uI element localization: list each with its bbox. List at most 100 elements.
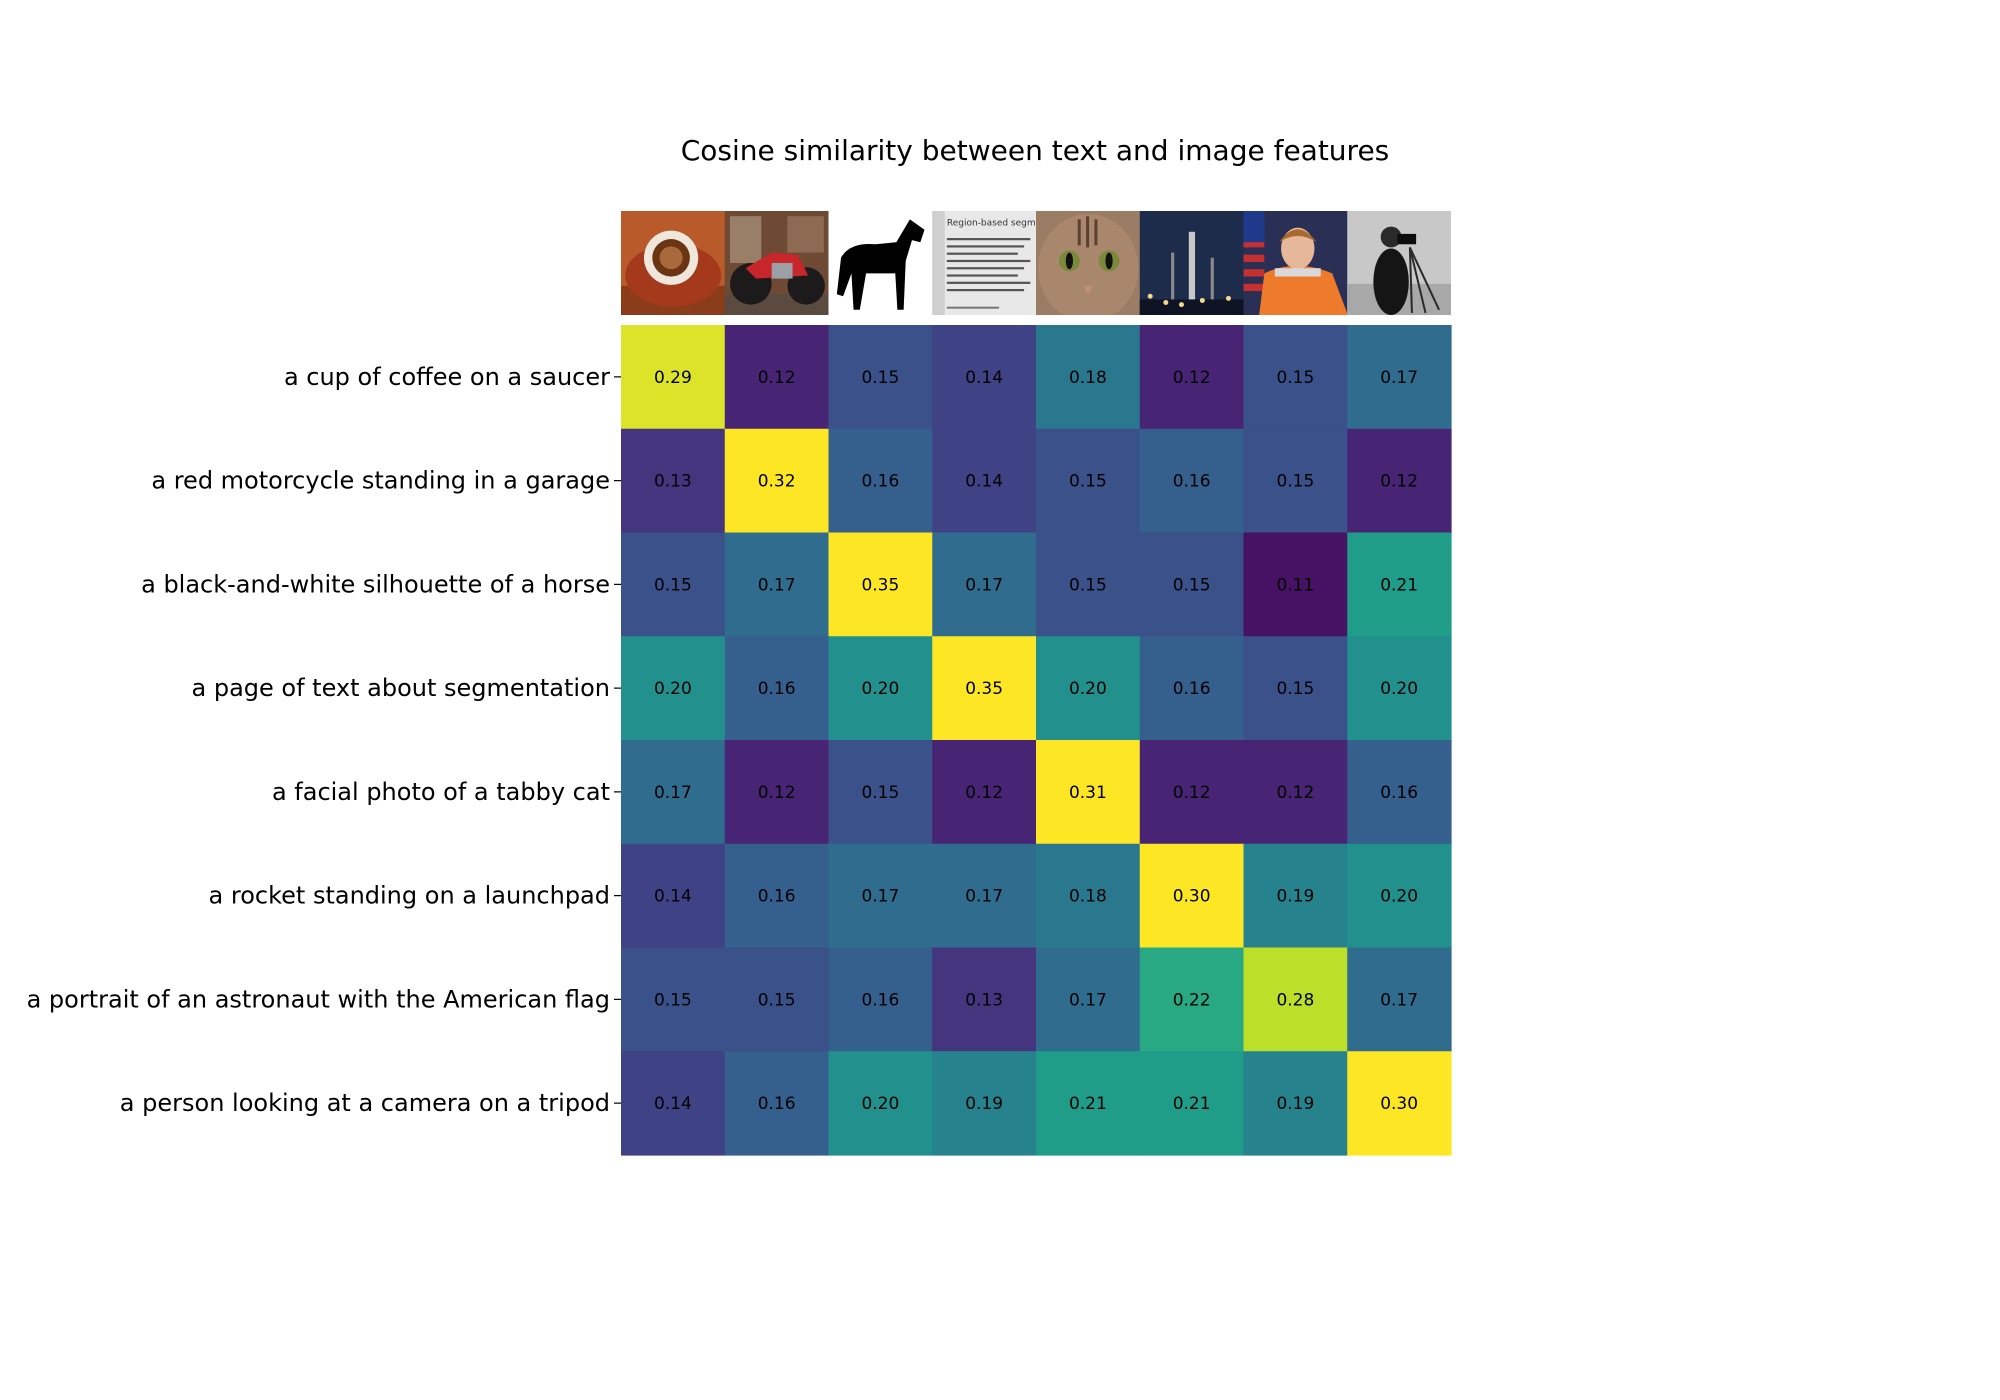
cell-color — [1139, 843, 1245, 949]
heatmap-cell: 0.21 — [1139, 1051, 1245, 1156]
cell-value-label: 0.12 — [1173, 783, 1211, 803]
cell-color — [724, 947, 830, 1052]
heatmap-cell: 0.17 — [1036, 947, 1141, 1052]
heatmap-cell: 0.18 — [1036, 843, 1141, 949]
cell-value-label: 0.16 — [1173, 472, 1211, 492]
cell-color — [1036, 636, 1141, 741]
cell-color — [724, 325, 830, 430]
cell-color — [1347, 1051, 1452, 1156]
column-image-strip: Region-based segmentation — [621, 211, 1451, 315]
heatmap-cell: 0.19 — [932, 1051, 1037, 1156]
heatmap-cell: 0.21 — [1347, 532, 1452, 637]
cell-value-label: 0.17 — [965, 887, 1003, 907]
cell-value-label: 0.15 — [1069, 575, 1107, 595]
cell-color — [1036, 532, 1141, 637]
cell-value-label: 0.16 — [758, 1094, 796, 1114]
heatmap-cell: 0.17 — [1347, 947, 1452, 1052]
chart-title: Cosine similarity between text and image… — [681, 134, 1390, 167]
heatmap-cell: 0.12 — [1139, 325, 1245, 430]
cell-color — [621, 636, 726, 741]
cell-value-label: 0.35 — [861, 575, 899, 595]
cell-color — [828, 532, 933, 637]
cell-color — [828, 325, 933, 430]
cell-color — [1036, 1051, 1141, 1156]
heatmap-cell: 0.12 — [932, 740, 1037, 845]
cell-color — [1139, 636, 1245, 741]
cell-color — [1036, 325, 1141, 430]
cell-value-label: 0.19 — [965, 1094, 1003, 1114]
cell-color — [1243, 947, 1348, 1052]
cell-value-label: 0.17 — [861, 887, 899, 907]
heatmap-cell: 0.16 — [724, 1051, 830, 1156]
cell-color — [1139, 428, 1245, 534]
heatmap-cell: 0.17 — [724, 532, 830, 637]
cell-color — [724, 843, 830, 949]
cell-color — [828, 428, 933, 534]
cell-value-label: 0.32 — [758, 472, 796, 492]
heatmap-cell: 0.14 — [621, 843, 726, 949]
heatmap-cell: 0.12 — [724, 740, 830, 845]
cell-color — [1139, 1051, 1245, 1156]
heatmap-cell: 0.29 — [621, 325, 726, 430]
cell-value-label: 0.15 — [1276, 472, 1314, 492]
horse-image — [828, 211, 933, 315]
cell-color — [828, 1051, 933, 1156]
cell-value-label: 0.12 — [1173, 368, 1211, 388]
cell-color — [1036, 843, 1141, 949]
cell-value-label: 0.16 — [1173, 679, 1211, 699]
heatmap-cell: 0.12 — [1243, 740, 1348, 845]
svg-text:Region-based segmentation: Region-based segmentation — [947, 219, 1073, 229]
cell-value-label: 0.15 — [1276, 368, 1314, 388]
heatmap-cell: 0.16 — [1139, 636, 1245, 741]
cell-value-label: 0.13 — [654, 472, 692, 492]
cell-value-label: 0.29 — [654, 368, 692, 388]
cell-color — [724, 740, 830, 845]
heatmap-cell: 0.17 — [1347, 325, 1452, 430]
cell-value-label: 0.15 — [1173, 575, 1211, 595]
cell-color — [621, 1051, 726, 1156]
heatmap-cell: 0.15 — [1036, 428, 1141, 534]
cell-value-label: 0.15 — [861, 783, 899, 803]
cell-value-label: 0.17 — [1069, 990, 1107, 1010]
cell-value-label: 0.20 — [1380, 679, 1418, 699]
cell-color — [1243, 636, 1348, 741]
cell-color — [1036, 428, 1141, 534]
cell-value-label: 0.18 — [1069, 368, 1107, 388]
cell-color — [1243, 740, 1348, 845]
heatmap-cell: 0.15 — [1243, 636, 1348, 741]
text-page-image: Region-based segmentation — [932, 211, 1073, 315]
cell-value-label: 0.17 — [1380, 368, 1418, 388]
cell-color — [1139, 947, 1245, 1052]
heatmap-cell: 0.15 — [621, 532, 726, 637]
cell-value-label: 0.15 — [758, 990, 796, 1010]
cell-color — [724, 636, 830, 741]
heatmap-cell: 0.20 — [1347, 843, 1452, 949]
cell-color — [932, 636, 1037, 741]
cell-color — [1347, 740, 1452, 845]
heatmap-cell: 0.35 — [932, 636, 1037, 741]
cell-color — [1243, 428, 1348, 534]
cell-value-label: 0.14 — [654, 1094, 692, 1114]
cell-value-label: 0.20 — [1380, 887, 1418, 907]
cell-value-label: 0.21 — [1173, 1094, 1211, 1114]
cell-color — [1243, 325, 1348, 430]
cell-value-label: 0.19 — [1276, 887, 1314, 907]
heatmap-cell: 0.20 — [1036, 636, 1141, 741]
cell-value-label: 0.15 — [654, 575, 692, 595]
motorcycle-image — [724, 211, 830, 315]
heatmap-cell: 0.15 — [1036, 532, 1141, 637]
cell-color — [1243, 532, 1348, 637]
row-label: a person looking at a camera on a tripod — [120, 1089, 610, 1117]
cell-color — [828, 843, 933, 949]
heatmap-cell: 0.32 — [724, 428, 830, 534]
row-label: a red motorcycle standing in a garage — [151, 467, 610, 495]
cell-color — [1347, 532, 1452, 637]
cell-value-label: 0.17 — [758, 575, 796, 595]
heatmap-cell: 0.20 — [828, 1051, 933, 1156]
cell-value-label: 0.16 — [861, 990, 899, 1010]
cell-color — [828, 636, 933, 741]
cell-color — [1347, 428, 1452, 534]
cell-value-label: 0.13 — [965, 990, 1003, 1010]
cell-value-label: 0.30 — [1173, 887, 1211, 907]
cell-value-label: 0.15 — [1276, 679, 1314, 699]
